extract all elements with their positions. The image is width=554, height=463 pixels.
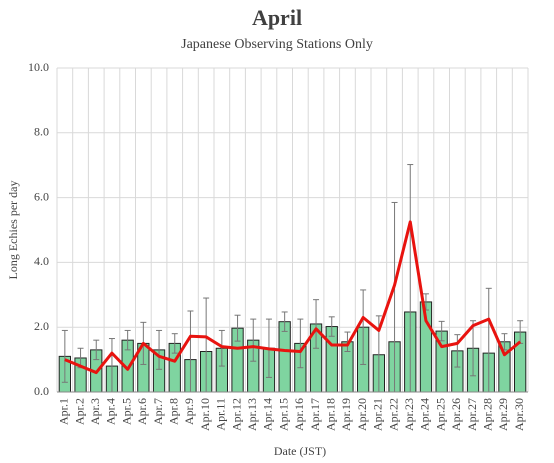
error-bar	[250, 318, 257, 362]
error-bar	[171, 333, 178, 354]
x-tick-label: Apr.25	[433, 398, 447, 431]
x-axis-label: Date (JST)	[274, 444, 326, 458]
x-tick-label: Apr.9	[182, 398, 196, 425]
y-tick-label: 4.0	[34, 254, 49, 268]
error-bar	[281, 311, 288, 332]
y-tick-label: 2.0	[34, 319, 49, 333]
x-tick-label: Apr.20	[355, 398, 369, 431]
error-bar	[391, 201, 398, 392]
x-tick-label: Apr.22	[386, 398, 400, 431]
chart-title: April	[252, 5, 302, 30]
x-tick-label: Apr.19	[339, 398, 353, 431]
x-tick-label: Apr.5	[119, 398, 133, 425]
error-bar	[313, 299, 320, 349]
error-bar	[61, 329, 68, 383]
plot	[58, 164, 527, 392]
x-tick-label: Apr.26	[449, 398, 463, 431]
y-tick-label: 6.0	[34, 189, 49, 203]
y-axis-label: Long Echies per day	[6, 181, 20, 280]
y-tick-label: 0.0	[34, 384, 49, 398]
error-bar	[328, 316, 335, 337]
x-tick-label: Apr.30	[512, 398, 526, 431]
x-tick-label: Apr.8	[167, 398, 181, 425]
x-tick-label: Apr.1	[57, 398, 71, 425]
x-tick-label: Apr.27	[465, 398, 479, 431]
bar	[278, 321, 291, 392]
x-tick-label: Apr.18	[324, 398, 338, 431]
error-bar	[187, 310, 194, 392]
x-tick-label: Apr.7	[151, 398, 165, 425]
x-tick-label: Apr.16	[292, 398, 306, 431]
error-bar	[156, 329, 163, 370]
error-bar	[218, 329, 225, 367]
x-tick-label: Apr.29	[496, 398, 510, 431]
error-bar	[344, 331, 351, 352]
x-tick-label: Apr.11	[214, 398, 228, 431]
x-tick-label: Apr.3	[88, 398, 102, 425]
error-bar	[454, 334, 461, 368]
error-bar	[360, 289, 367, 365]
x-tick-label: Apr.13	[245, 398, 259, 431]
error-bar	[297, 318, 304, 369]
x-tick-label: Apr.12	[229, 398, 243, 431]
line	[64, 220, 522, 375]
error-bar	[108, 338, 115, 392]
x-tick-label: Apr.17	[308, 398, 322, 431]
x-tick-label: Apr.23	[402, 398, 416, 431]
error-bar	[470, 320, 477, 377]
x-tick-label: Apr.15	[276, 398, 290, 431]
error-bar	[93, 339, 100, 361]
x-tick-label: Apr.14	[261, 398, 275, 431]
y-tick-label: 8.0	[34, 125, 49, 139]
error-bar	[485, 287, 492, 392]
chart-subtitle: Japanese Observing Stations Only	[181, 37, 373, 52]
x-tick-label: Apr.28	[481, 398, 495, 431]
x-tick-label: Apr.4	[104, 398, 118, 425]
x-tick-label: Apr.10	[198, 398, 212, 431]
x-tick-label: Apr.2	[72, 398, 86, 425]
error-bar	[124, 329, 131, 351]
error-bar	[407, 164, 414, 392]
error-bar	[234, 314, 241, 342]
error-bar	[203, 297, 210, 392]
x-tick-label: Apr.24	[418, 398, 432, 431]
x-tick-label: Apr.6	[135, 398, 149, 425]
y-tick-label: 10.0	[28, 60, 49, 74]
x-tick-label: Apr.21	[371, 398, 385, 431]
